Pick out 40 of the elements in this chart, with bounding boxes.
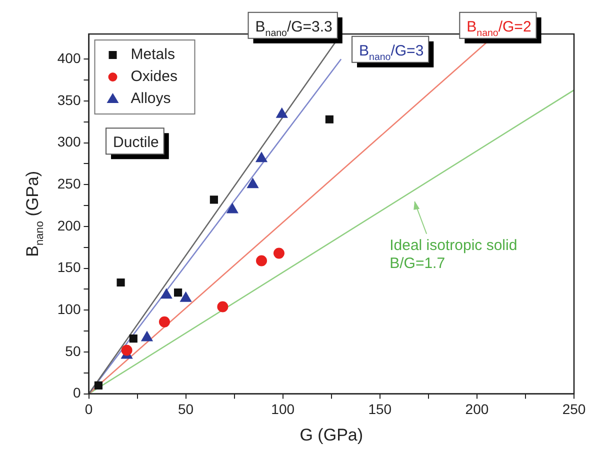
- x-tick-label: 0: [84, 401, 93, 418]
- y-tick-label: 250: [57, 175, 81, 192]
- annotation: Ideal isotropic solid B/G=1.7: [390, 236, 518, 272]
- x-tick-label: 250: [562, 401, 586, 418]
- point: [174, 288, 182, 297]
- point: [180, 292, 192, 302]
- y-tick-label: 150: [57, 259, 81, 276]
- point: [217, 301, 228, 312]
- point: [256, 255, 268, 266]
- point: [158, 316, 170, 328]
- point: [116, 278, 125, 287]
- point: [94, 381, 102, 390]
- point: [256, 152, 268, 162]
- y-tick-label: 400: [57, 50, 81, 66]
- legend-label: Oxides: [130, 68, 178, 86]
- point: [210, 196, 218, 204]
- y-tick-label: 0: [72, 384, 81, 401]
- point: [141, 331, 153, 342]
- point: [129, 334, 138, 343]
- point: [160, 288, 172, 299]
- annotation: Ductile: [113, 134, 159, 152]
- point: [121, 344, 132, 356]
- point: [325, 115, 334, 124]
- x-tick-label: 100: [271, 401, 295, 418]
- legend-label: Alloys: [130, 90, 171, 108]
- y-tick-label: 300: [57, 134, 81, 150]
- point: [276, 108, 288, 118]
- y-axis-title: Bnano (GPa): [23, 170, 46, 257]
- y-tick-label: 350: [57, 92, 81, 108]
- y-tick-label: 200: [57, 217, 81, 234]
- x-tick-label: 150: [368, 401, 392, 418]
- point: [247, 178, 258, 188]
- point: [273, 248, 284, 259]
- x-tick-label: 50: [178, 401, 194, 418]
- x-tick-label: 200: [465, 401, 489, 418]
- y-tick-label: 50: [65, 342, 81, 359]
- legend-label: Metals: [130, 46, 175, 64]
- y-tick-label: 100: [57, 300, 81, 317]
- point: [226, 203, 238, 214]
- x-axis-title: G (GPa): [300, 425, 364, 444]
